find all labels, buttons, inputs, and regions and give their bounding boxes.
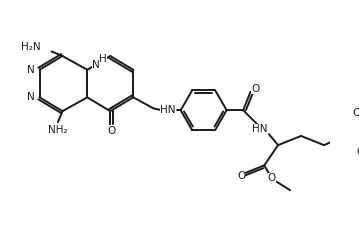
Text: O: O [356,148,359,157]
Text: HN: HN [252,124,267,134]
Text: O: O [352,108,359,118]
Text: O: O [267,173,276,183]
Text: H₂N: H₂N [21,42,41,52]
Text: O: O [107,126,115,136]
Text: O: O [251,84,259,94]
Text: O: O [237,171,246,181]
Text: HN: HN [160,105,176,115]
Text: H: H [99,54,107,64]
Text: N: N [27,65,35,75]
Text: N: N [27,92,35,102]
Text: N: N [92,60,100,70]
Text: NH₂: NH₂ [48,124,68,134]
